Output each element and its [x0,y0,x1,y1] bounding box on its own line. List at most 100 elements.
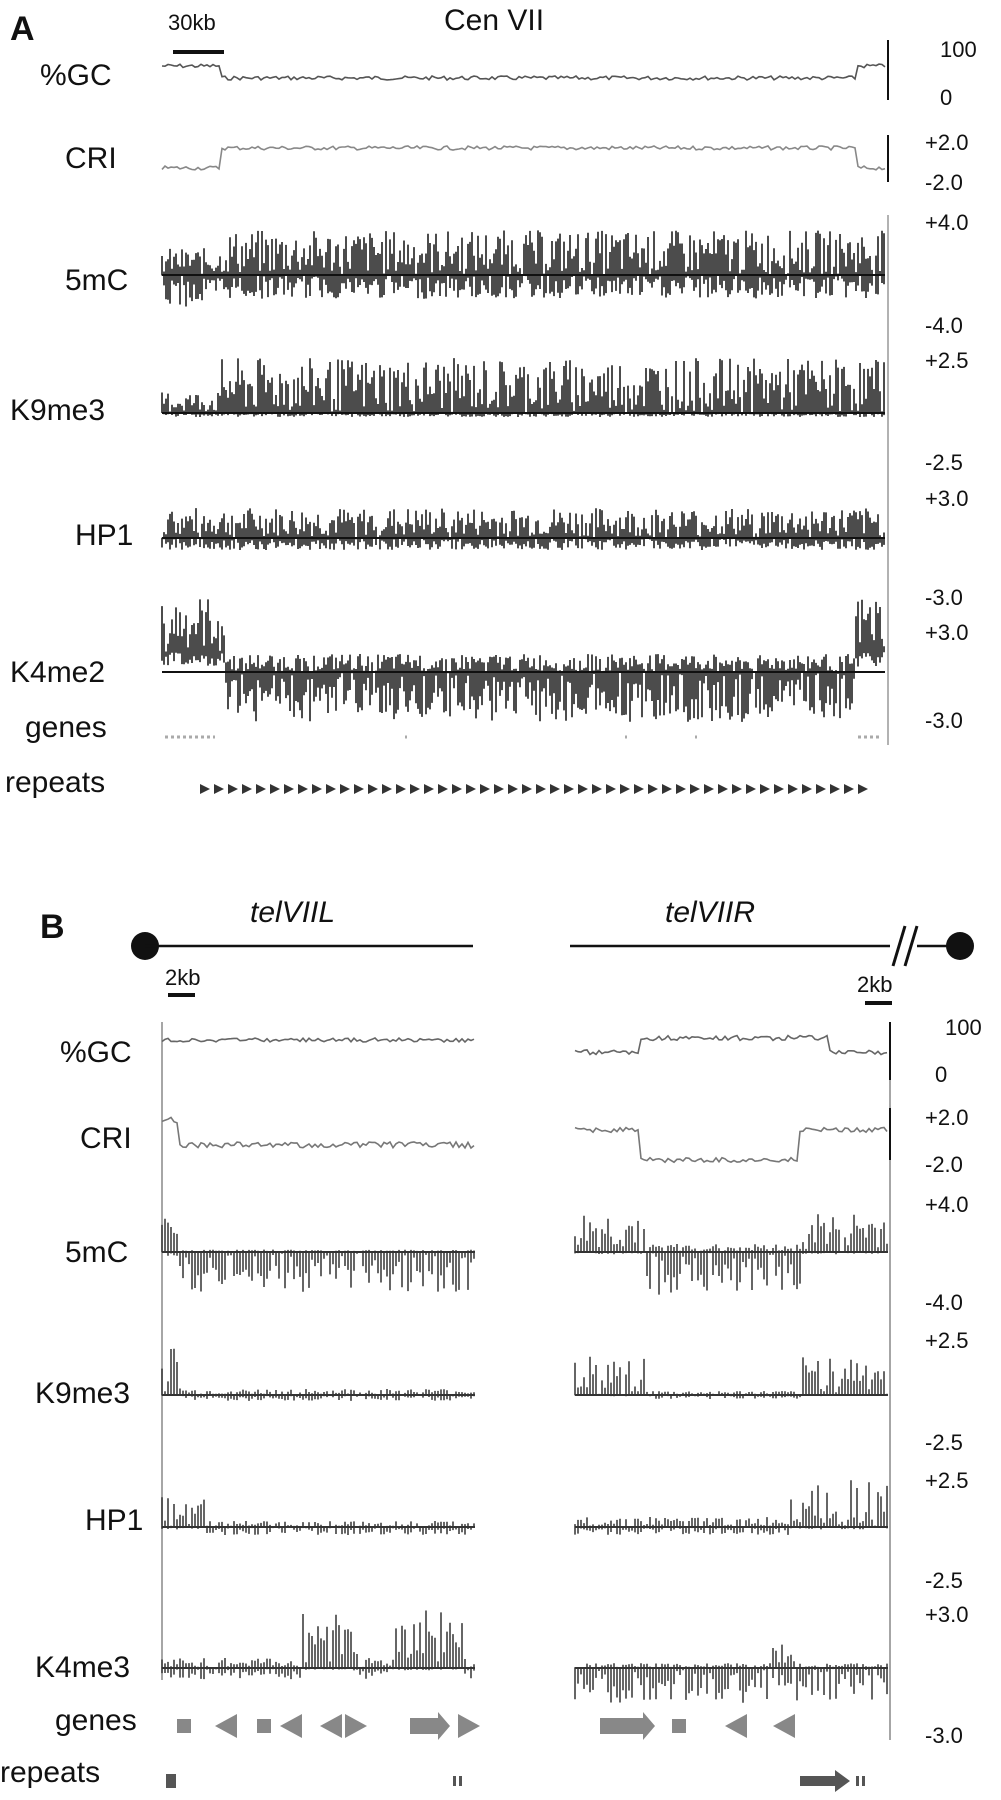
repeat-arrow-icon [270,784,280,794]
repeat-arrow-icon [382,784,392,794]
repeat-block-icon [856,1776,859,1786]
panel-a-k9me3-signal [161,358,885,417]
repeat-arrow-icon [704,784,714,794]
repeat-arrow-icon [600,1712,655,1740]
panel-b-gc-scale-bottom: 0 [935,1062,947,1087]
repeat-arrow-icon [592,784,602,794]
panel-b-cri-scale-top: +2.0 [925,1105,968,1130]
panel-b-hp1-scale-top: +2.5 [925,1468,968,1493]
panel-b-track-label-cri: CRI [80,1122,132,1155]
gene-right-arrow-icon [410,1712,450,1740]
panel-b-right-cri-signal [574,1126,888,1164]
panel-b-track-label-gc: %GC [60,1036,132,1069]
panel-a-5mc-scale-bottom: -4.0 [925,313,963,338]
panel-a-5mc-signal [161,230,885,307]
repeat-arrow-icon [298,784,308,794]
repeat-arrow-icon [494,784,504,794]
panel-a-cri-scale-top: +2.0 [925,130,968,155]
repeat-arrow-icon [788,784,798,794]
repeat-block-icon [459,1776,462,1786]
panel-b-right-scale-label: 2kb [857,972,892,997]
panel-a-track-label-hp1: HP1 [75,519,133,552]
panel-b-k9me3-scale-bottom: -2.5 [925,1430,963,1455]
panel-a-hp1-scale-bottom: -3.0 [925,585,963,610]
panel-a-5mc-scale-top: +4.0 [925,210,968,235]
panel-a-gc-signal [161,63,886,82]
panel-a-cri-scale-bottom: -2.0 [925,170,963,195]
panel-b-track-label-genes: genes [55,1704,137,1737]
gene-left-arrow-icon [320,1714,342,1738]
repeat-arrow-icon [284,784,294,794]
panel-b-track-label-repeats: repeats [0,1756,100,1789]
panel-a-k4me2-scale-bottom: -3.0 [925,708,963,733]
repeat-arrow-icon [550,784,560,794]
gene-right-arrow-icon [458,1714,480,1738]
repeat-arrow-icon [732,784,742,794]
repeat-arrow-icon [466,784,476,794]
panel-b-right-title: telVIIR [665,896,755,929]
repeat-arrow-icon [858,784,868,794]
panel-a-track-label-5mc: 5mC [65,264,128,297]
panel-a-letter: A [10,10,35,48]
panel-b-left-cri-signal [161,1116,475,1150]
panel-a-k9me3-scale-top: +2.5 [925,348,968,373]
repeat-arrow-icon [480,784,490,794]
panel-a-tracks [161,63,886,794]
panel-a-track-label-k9me3: K9me3 [10,394,105,427]
panel-a-track-label-gc: %GC [40,59,112,92]
panel-a-cri-signal [161,145,886,171]
right-telomere-dot [946,932,974,960]
repeat-arrow-icon [634,784,644,794]
repeat-arrow-icon [774,784,784,794]
repeat-arrow-icon [718,784,728,794]
gene-box-icon [257,1719,271,1733]
repeat-arrow-icon [214,784,224,794]
panel-b-5mc-scale-top: +4.0 [925,1192,968,1217]
repeat-arrow-icon [452,784,462,794]
panel-a-k4me2-signal [161,599,885,722]
repeat-block-icon [166,1774,176,1788]
break-mark-2 [903,925,919,967]
panel-b-left-scale-label: 2kb [165,965,200,990]
panel-a-track-label-k4me2: K4me2 [10,656,105,689]
repeat-arrow-icon [340,784,350,794]
gene-left-arrow-icon [215,1714,237,1738]
repeat-arrow-icon [662,784,672,794]
repeat-block-icon [453,1776,456,1786]
panel-a-title: Cen VII [444,4,544,37]
panel-b-left-k4me3-signal [161,1610,475,1680]
panel-b-hp1-scale-bottom: -2.5 [925,1568,963,1593]
panel-b-track-label-k9me3: K9me3 [35,1377,130,1410]
panel-b-track-label-k4me3: K4me3 [35,1651,130,1684]
repeat-arrow-icon [564,784,574,794]
gene-box-icon [672,1719,686,1733]
panel-a-track-label-repeats: repeats [5,766,105,799]
break-mark-1 [891,925,907,967]
repeat-arrow-icon [326,784,336,794]
repeat-arrow-icon [368,784,378,794]
repeat-arrow-icon [802,784,812,794]
gene-left-arrow-icon [280,1714,302,1738]
panel-b-tracks [161,1034,888,1792]
repeat-arrow-icon [830,784,840,794]
repeat-arrow-icon [256,784,266,794]
repeat-arrow-icon [508,784,518,794]
panel-b-left-k9me3-signal [161,1348,475,1401]
panel-b-right-5mc-signal [574,1214,888,1295]
panel-a-track-label-cri: CRI [65,142,117,175]
panel-a-gc-scale-top: 100 [940,37,977,62]
repeat-arrow-icon [312,784,322,794]
repeat-arrow-icon [800,1770,850,1792]
panel-b-left-5mc-signal [161,1218,475,1292]
repeat-arrow-icon [536,784,546,794]
panel-b-k4me3-scale-bottom: -3.0 [925,1723,963,1748]
panel-a-gc-scale-bottom: 0 [940,85,952,110]
panel-b-right-k4me3-signal [574,1644,888,1703]
panel-a-hp1-scale-top: +3.0 [925,486,968,511]
repeat-arrow-icon [816,784,826,794]
panel-a-k4me2-scale-top: +3.0 [925,620,968,645]
repeat-arrow-icon [396,784,406,794]
panel-b-right-k9me3-signal [574,1356,888,1399]
panel-b-track-label-5mc: 5mC [65,1236,128,1269]
